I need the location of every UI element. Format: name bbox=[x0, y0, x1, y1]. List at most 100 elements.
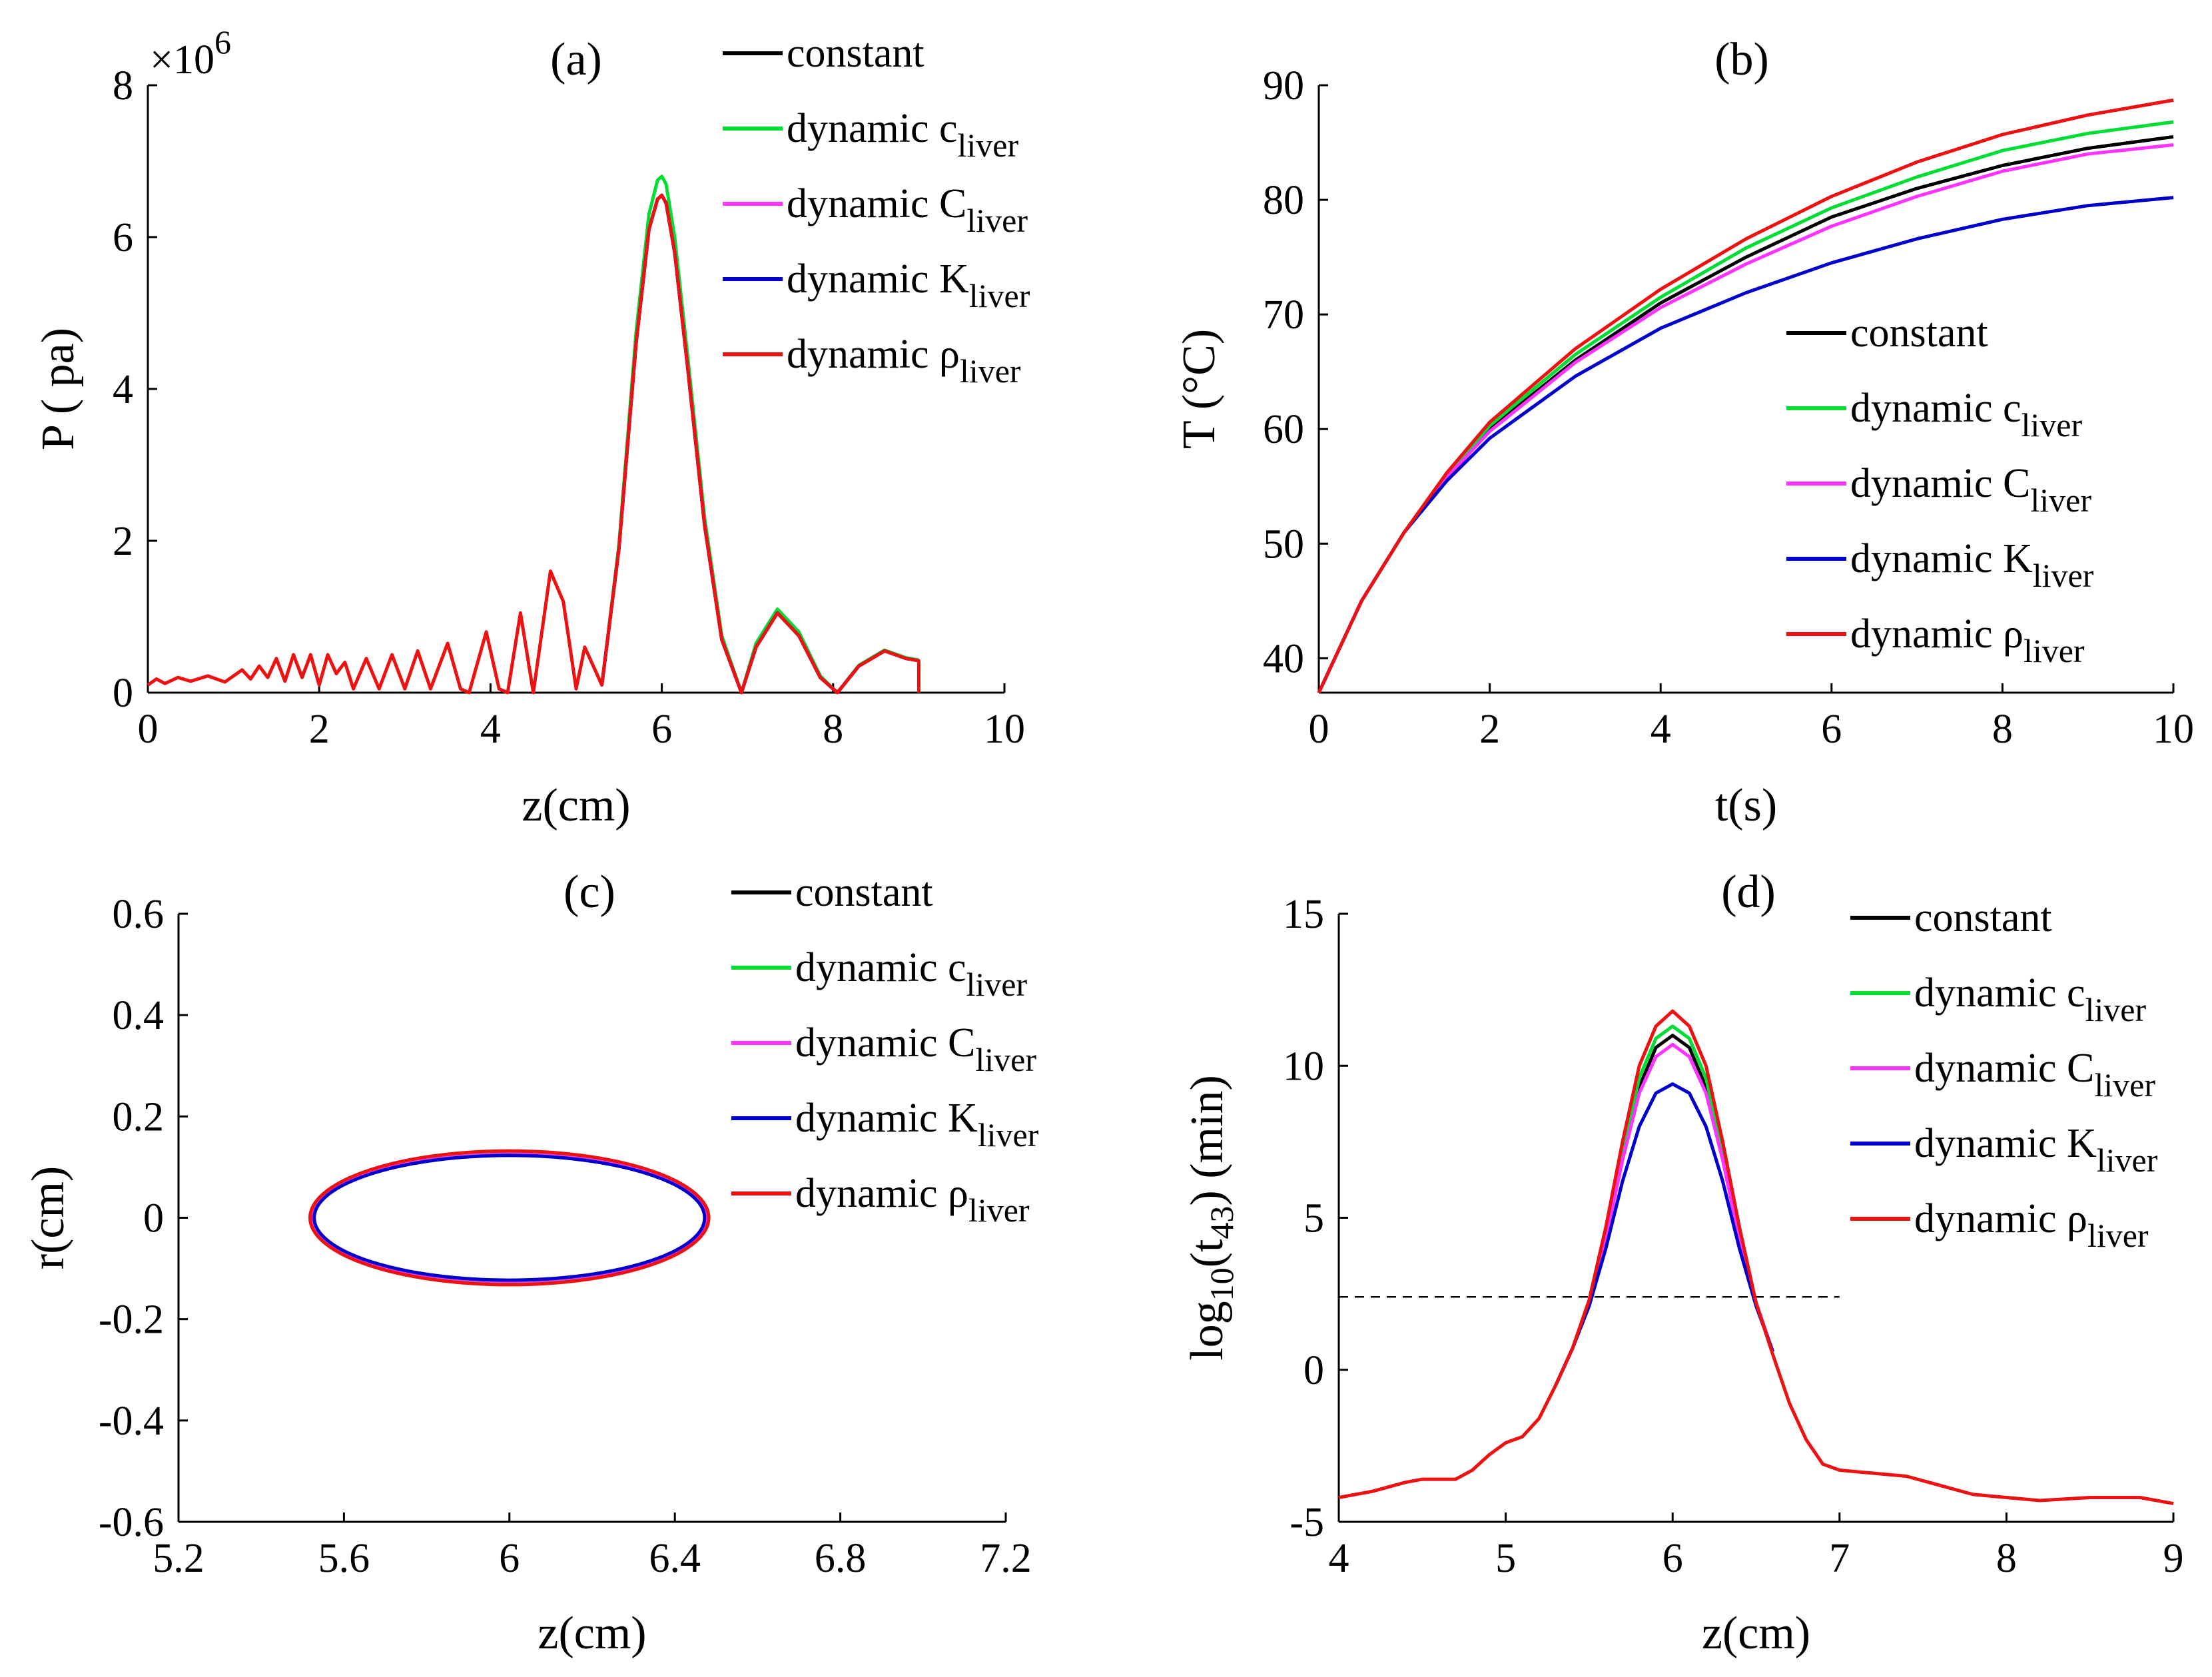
exponent-base: ×10 bbox=[150, 37, 214, 83]
legend-label: dynamic C bbox=[1914, 1046, 2094, 1091]
legend-subscript: liver bbox=[966, 202, 1028, 239]
y-tick-label: -0.2 bbox=[99, 1297, 164, 1343]
x-tick-label: 6.4 bbox=[649, 1536, 701, 1581]
x-tick-label: 9 bbox=[2163, 1536, 2184, 1581]
x-tick-label: 6 bbox=[1662, 1536, 1683, 1581]
y-label-t: (t bbox=[1182, 1239, 1233, 1267]
legend-entry-dynamic-k-liver: dynamic Kliver bbox=[1850, 536, 2094, 594]
legend-label: dynamic C bbox=[787, 181, 966, 226]
y-tick-label: 80 bbox=[1263, 178, 1304, 223]
legend-entry-constant: constant bbox=[795, 870, 933, 915]
y-label-sub-43: 43 bbox=[1203, 1206, 1240, 1239]
series-line-dynamic-c-liver bbox=[1554, 1024, 1774, 1386]
legend-entry-dynamic-c-liver: dynamic Cliver bbox=[1850, 461, 2091, 519]
legend-entry-constant: constant bbox=[787, 31, 924, 76]
legend-entry-dynamic-k-liver: dynamic Kliver bbox=[787, 256, 1030, 314]
legend-subscript: liver bbox=[958, 127, 1019, 164]
legend-entry-constant: constant bbox=[1850, 310, 1988, 356]
legend-label: dynamic ρ bbox=[795, 1171, 968, 1216]
legend-entry-dynamic-k-liver: dynamic Kliver bbox=[795, 1096, 1039, 1154]
panel-b: 0 2 4 6 8 10 40 50 60 70 80 90 (b) t(s) T (°C) constant… bbox=[1174, 34, 2194, 831]
series-line-dynamic-k-liver bbox=[1317, 196, 2174, 694]
legend-label: dynamic K bbox=[795, 1096, 978, 1141]
legend-entry-dynamic-c-liver: dynamic cliver bbox=[787, 106, 1018, 164]
y-tick-label: 70 bbox=[1263, 292, 1304, 338]
legend-entry-dynamic-rho-liver: dynamic ρliver bbox=[787, 332, 1021, 390]
y-axis-label-a: P ( pa) bbox=[33, 328, 84, 450]
legend-label: dynamic c bbox=[1914, 970, 2085, 1016]
y-tick-label: 15 bbox=[1283, 892, 1324, 937]
x-tick-label: 8 bbox=[1992, 707, 2013, 752]
series-line-dynamic-c-liver bbox=[1554, 1042, 1774, 1386]
legend-subscript: liver bbox=[966, 966, 1028, 1003]
panel-c: 5.2 5.6 6 6.4 6.8 7.2 -0.6 -0.4 -0.2 0 0.2 0.4 0.6 (c… bbox=[23, 866, 1039, 1659]
legend-label: constant bbox=[1850, 310, 1988, 356]
x-axis-label-c: z(cm) bbox=[538, 1608, 646, 1659]
panel-title-b: (b) bbox=[1714, 34, 1769, 85]
legend-entry-dynamic-c-liver: dynamic Cliver bbox=[795, 1020, 1036, 1078]
legend-subscript: liver bbox=[969, 277, 1030, 314]
legend-subscript: liver bbox=[2087, 1217, 2149, 1254]
exponent-label: ×106 bbox=[150, 23, 231, 83]
legend-subscript: liver bbox=[2097, 1142, 2158, 1179]
x-axis-label-b: t(s) bbox=[1715, 780, 1777, 831]
legend-subscript: liver bbox=[2094, 1066, 2155, 1104]
y-tick-label: 0 bbox=[1303, 1348, 1324, 1393]
legend-subscript: liver bbox=[2022, 406, 2083, 444]
series-line-dynamic-k-liver bbox=[1554, 1082, 1774, 1386]
y-tick-label: 5 bbox=[1303, 1196, 1324, 1241]
legend-subscript: liver bbox=[975, 1041, 1036, 1078]
legend-subscript: liver bbox=[960, 352, 1021, 390]
x-tick-label: 6.8 bbox=[815, 1536, 867, 1581]
x-tick-label: 8 bbox=[1996, 1536, 2017, 1581]
legend-label: constant bbox=[1914, 895, 2052, 940]
series-line-dynamic-rho-liver bbox=[1317, 98, 2174, 694]
legend-label: dynamic K bbox=[1850, 536, 2033, 581]
y-tick-label: 50 bbox=[1263, 521, 1304, 567]
y-tick-label: -0.6 bbox=[99, 1500, 164, 1545]
legend-label: dynamic c bbox=[787, 106, 958, 151]
x-tick-label: 6 bbox=[651, 707, 672, 752]
x-tick-label: 10 bbox=[984, 707, 1025, 752]
y-tick-label: 8 bbox=[113, 63, 133, 109]
legend-label: dynamic K bbox=[1914, 1121, 2097, 1166]
legend-label: dynamic c bbox=[1850, 386, 2022, 431]
panel-title-c: (c) bbox=[563, 866, 615, 918]
series-line-dynamic-rho-liver bbox=[1338, 1009, 2174, 1506]
legend-label: constant bbox=[787, 31, 924, 76]
y-tick-label: 6 bbox=[113, 215, 133, 260]
y-label-log: log bbox=[1182, 1301, 1233, 1360]
legend-label: dynamic ρ bbox=[1914, 1196, 2087, 1241]
y-tick-label: 0.2 bbox=[113, 1094, 165, 1140]
y-tick-label: 4 bbox=[113, 367, 133, 412]
legend-entry-dynamic-rho-liver: dynamic ρliver bbox=[795, 1171, 1030, 1229]
panel-title-d: (d) bbox=[1721, 866, 1776, 918]
y-tick-label: 90 bbox=[1263, 63, 1304, 109]
legend-label: dynamic c bbox=[795, 945, 966, 990]
legend-entry-dynamic-c-liver: dynamic cliver bbox=[1914, 970, 2146, 1028]
x-tick-label: 0 bbox=[138, 707, 159, 752]
legend-label: dynamic ρ bbox=[1850, 611, 2024, 657]
x-tick-label: 2 bbox=[1479, 707, 1500, 752]
legend-subscript: liver bbox=[2024, 632, 2085, 669]
y-tick-label: 0.4 bbox=[113, 993, 165, 1038]
series-line-dynamic-k-liver bbox=[312, 1154, 707, 1282]
legend-subscript: liver bbox=[978, 1116, 1039, 1154]
x-tick-label: 4 bbox=[1651, 707, 1671, 752]
panel-title-a: (a) bbox=[550, 34, 602, 85]
y-tick-label: 0.6 bbox=[113, 892, 165, 937]
y-axis-label-b: T (°C) bbox=[1174, 329, 1225, 449]
x-axis-label-a: z(cm) bbox=[522, 780, 630, 831]
y-label-sub-10: 10 bbox=[1203, 1267, 1240, 1301]
y-axis-label-d: log10(t43) (min) bbox=[1182, 1075, 1240, 1361]
legend-entry-dynamic-c-liver: dynamic Cliver bbox=[1914, 1046, 2155, 1104]
y-axis-label-c: r(cm) bbox=[23, 1166, 74, 1269]
legend-label: dynamic C bbox=[1850, 461, 2030, 506]
